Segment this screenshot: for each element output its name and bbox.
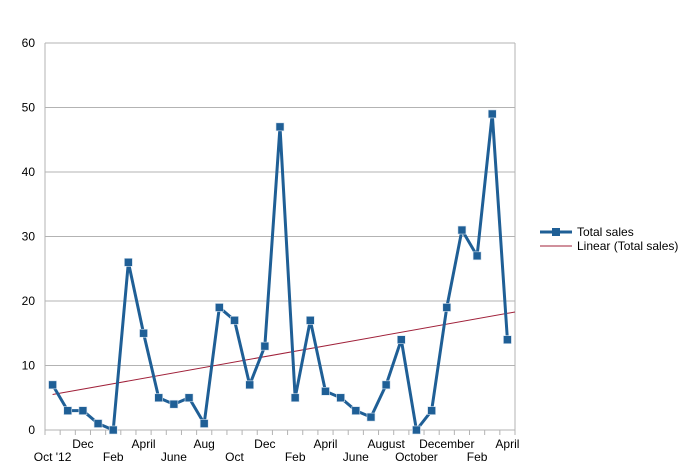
x-tick-label: Oct bbox=[225, 450, 244, 464]
x-tick-label: October bbox=[395, 450, 438, 464]
data-point-marker bbox=[412, 425, 421, 435]
data-point-marker bbox=[442, 303, 452, 312]
data-point-marker bbox=[108, 425, 118, 435]
y-axis-tick-labels: 0 10 20 30 40 50 60 bbox=[22, 36, 36, 437]
y-tick-label: 40 bbox=[22, 165, 36, 179]
legend-label-trendline: Linear (Total sales) bbox=[577, 239, 678, 253]
x-axis bbox=[44, 430, 516, 435]
data-point-marker bbox=[321, 386, 330, 396]
data-point-marker bbox=[381, 380, 391, 390]
x-tick-label: Feb bbox=[285, 450, 306, 464]
y-tick-label: 0 bbox=[28, 423, 35, 437]
data-point-marker bbox=[215, 303, 224, 312]
y-tick-label: 10 bbox=[22, 359, 36, 373]
x-tick-label: Oct '12 bbox=[34, 450, 72, 464]
y-tick-label: 60 bbox=[22, 36, 36, 50]
data-point-marker bbox=[124, 257, 133, 267]
data-point-marker bbox=[503, 335, 512, 345]
data-point-marker bbox=[472, 251, 482, 261]
data-point-marker bbox=[78, 406, 88, 415]
data-point-marker bbox=[351, 406, 361, 415]
data-point-marker bbox=[63, 406, 73, 415]
data-point-marker bbox=[260, 341, 270, 351]
grid-lines bbox=[44, 42, 516, 431]
legend-label-total-sales: Total sales bbox=[577, 225, 634, 239]
y-tick-label: 50 bbox=[22, 101, 36, 115]
x-tick-label: Feb bbox=[103, 450, 124, 464]
y-tick-label: 30 bbox=[22, 230, 36, 244]
legend-swatch-marker-total-sales bbox=[552, 228, 560, 236]
data-point-marker bbox=[290, 393, 300, 403]
x-tick-label: April bbox=[495, 437, 519, 451]
data-point-marker bbox=[366, 412, 376, 422]
data-point-marker bbox=[487, 109, 497, 119]
x-tick-label: June bbox=[343, 450, 369, 464]
data-point-marker bbox=[396, 335, 406, 345]
data-point-marker bbox=[275, 122, 285, 132]
x-tick-label: Dec bbox=[254, 437, 275, 451]
series-markers-total-sales bbox=[48, 109, 512, 435]
y-tick-label: 20 bbox=[22, 294, 36, 308]
x-tick-label: April bbox=[313, 437, 337, 451]
x-tick-label: December bbox=[419, 437, 474, 451]
data-point-marker bbox=[245, 380, 254, 390]
x-tick-label: June bbox=[161, 450, 187, 464]
data-point-marker bbox=[93, 419, 103, 428]
x-tick-label: April bbox=[132, 437, 156, 451]
data-point-marker bbox=[48, 380, 57, 390]
legend: Total sales Linear (Total sales) bbox=[540, 225, 678, 253]
trendline-linear-total-sales bbox=[52, 311, 516, 396]
x-tick-label: Feb bbox=[467, 450, 488, 464]
data-point-marker bbox=[306, 316, 315, 325]
data-point-marker bbox=[457, 225, 467, 235]
x-tick-label: Dec bbox=[72, 437, 93, 451]
data-point-marker bbox=[184, 393, 194, 403]
x-axis-tick-labels: Oct '12DecFebAprilJuneAugOctDecFebAprilJ… bbox=[34, 437, 520, 464]
x-tick-label: August bbox=[367, 437, 405, 451]
data-point-marker bbox=[154, 393, 164, 403]
data-point-marker bbox=[427, 406, 436, 415]
data-point-marker bbox=[199, 419, 209, 428]
data-point-marker bbox=[169, 399, 179, 409]
data-point-marker bbox=[336, 393, 345, 403]
data-point-marker bbox=[139, 328, 148, 338]
x-tick-label: Aug bbox=[194, 437, 215, 451]
data-point-marker bbox=[230, 316, 239, 325]
